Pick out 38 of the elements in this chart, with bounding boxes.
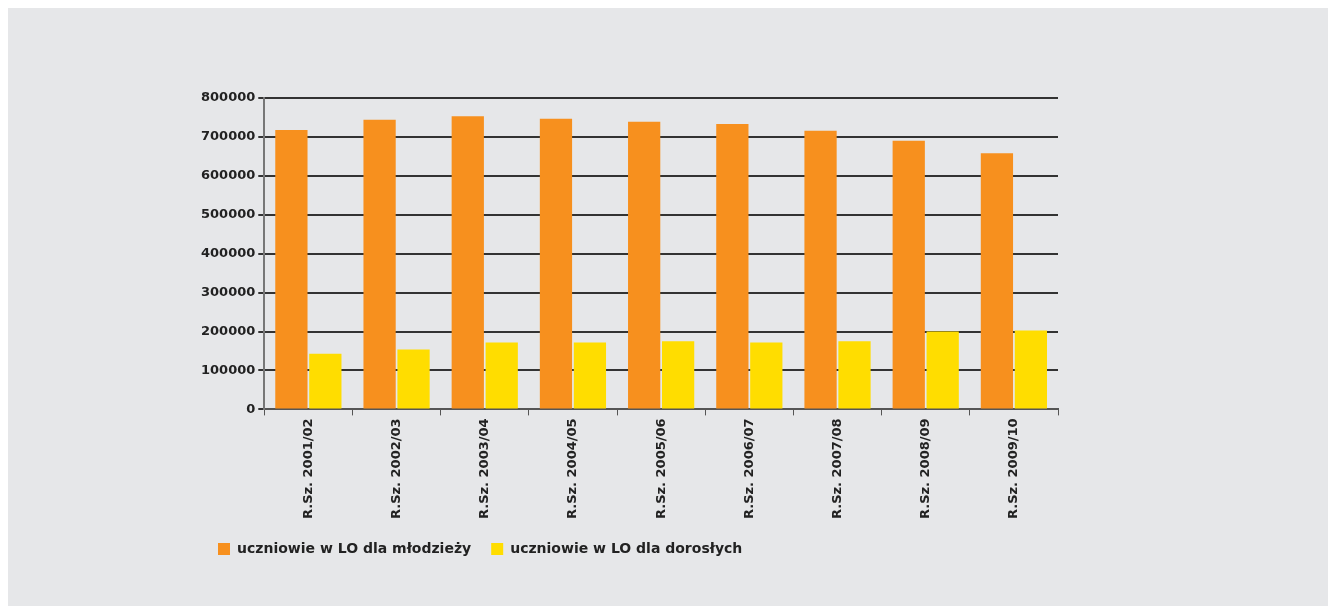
y-tick-label: 800000: [200, 89, 256, 105]
y-tick-label: 600000: [200, 167, 256, 183]
bar: [309, 353, 342, 409]
bar: [363, 119, 396, 409]
x-tick-label: R.Sz. 2005/06: [652, 418, 668, 520]
legend-label: uczniowie w LO dla dorosłych: [510, 539, 743, 556]
x-tick-label: R.Sz. 2006/07: [740, 418, 756, 520]
bar: [838, 341, 871, 409]
bar: [716, 124, 749, 409]
y-tick-label: 300000: [200, 284, 256, 299]
bar: [1014, 330, 1048, 409]
bar: [485, 342, 518, 409]
bar: [275, 129, 308, 409]
x-tick-label: R.Sz. 2003/04: [476, 418, 492, 520]
x-tick-label: R.Sz. 2004/05: [564, 418, 580, 520]
bar: [804, 130, 837, 409]
legend-label: uczniowie w LO dla młodzieży: [237, 539, 472, 556]
y-tick-label: 100000: [200, 361, 256, 377]
x-tick-label: R.Sz. 2001/02: [299, 418, 315, 520]
bar: [892, 140, 925, 409]
bar: [628, 121, 661, 409]
bar: [750, 342, 783, 409]
x-tick-label: R.Sz. 2009/10: [1005, 418, 1021, 520]
bar: [573, 342, 607, 409]
bar: [661, 341, 695, 409]
bar: [539, 118, 573, 409]
x-tick-label: R.Sz. 2002/03: [387, 418, 403, 520]
x-tick-label: R.Sz. 2008/09: [917, 418, 933, 520]
y-tick-label: 500000: [200, 206, 256, 222]
bar: [926, 331, 959, 409]
bar: [397, 349, 430, 409]
y-tick-label: 0: [246, 400, 256, 416]
y-tick-label: 400000: [200, 245, 256, 261]
bar: [980, 153, 1014, 409]
x-tick-label: R.Sz. 2007/08: [828, 418, 844, 520]
y-tick-label: 700000: [200, 128, 256, 144]
y-tick-label: 200000: [200, 322, 256, 338]
bar: [451, 116, 484, 409]
